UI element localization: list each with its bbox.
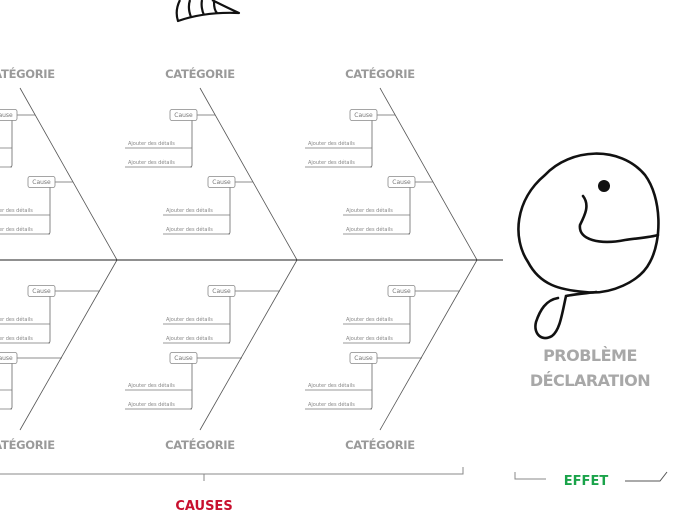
- detail-text[interactable]: Ajouter des détails: [166, 335, 213, 342]
- problem-statement-line2[interactable]: DÉCLARATION: [530, 371, 651, 390]
- category-branch-bottom-1: CATÉGORIE Cause Ajouter des détails Ajouter…: [0, 259, 118, 452]
- cause-box[interactable]: [349, 352, 378, 364]
- cause-label[interactable]: Cause: [174, 112, 193, 119]
- category-bone: [379, 87, 478, 261]
- cause-label[interactable]: Cause: [32, 288, 51, 295]
- fish-eye-icon: [598, 180, 610, 192]
- detail-text[interactable]: Ajouter des détails: [128, 140, 175, 147]
- detail-text[interactable]: Ajouter des détails: [166, 316, 213, 323]
- category-label[interactable]: CATÉGORIE: [345, 437, 415, 452]
- cause-connector: [369, 120, 373, 168]
- detail-text[interactable]: Ajouter des détails: [308, 140, 355, 147]
- detail-text[interactable]: Ajouter des détails: [128, 382, 175, 389]
- detail-text[interactable]: Ajouter des détails: [0, 316, 33, 323]
- category-bone: [19, 259, 118, 431]
- cause-label[interactable]: Cause: [0, 112, 13, 119]
- cause-label[interactable]: Cause: [392, 179, 411, 186]
- cause-box[interactable]: [207, 176, 236, 188]
- detail-text[interactable]: Ajouter des détails: [128, 401, 175, 408]
- category-bone: [19, 87, 118, 261]
- top-fin-icon: [175, 0, 241, 23]
- cause-box[interactable]: [27, 176, 56, 188]
- cause-box[interactable]: [27, 285, 56, 297]
- cause-connector: [189, 120, 193, 168]
- category-label[interactable]: CATÉGORIE: [0, 66, 56, 81]
- cause-connector: [9, 363, 13, 410]
- detail-text[interactable]: Ajouter des détails: [0, 226, 33, 233]
- category-branch-top-2: CATÉGORIE Cause Ajouter des détails Ajouter…: [125, 66, 298, 261]
- cause-label[interactable]: Cause: [354, 355, 373, 362]
- cause-box[interactable]: [207, 285, 236, 297]
- detail-text[interactable]: Ajouter des détails: [308, 401, 355, 408]
- category-branch-top-1: CATÉGORIE Cause Ajouter des détails Ajouter…: [0, 66, 118, 261]
- cause-connector: [9, 120, 13, 168]
- detail-text[interactable]: Ajouter des détails: [346, 335, 393, 342]
- category-branch-bottom-3: CATÉGORIE Cause Ajouter des détails Ajouter…: [305, 259, 478, 452]
- cause-label[interactable]: Cause: [0, 355, 13, 362]
- effect-bracket-left: [514, 472, 546, 480]
- cause-box[interactable]: [169, 109, 198, 121]
- category-label[interactable]: CATÉGORIE: [165, 66, 235, 81]
- cause-connector: [227, 187, 231, 235]
- detail-text[interactable]: Ajouter des détails: [308, 159, 355, 166]
- fish-head-icon: [517, 152, 660, 340]
- cause-label[interactable]: Cause: [212, 179, 231, 186]
- detail-text[interactable]: Ajouter des détails: [346, 207, 393, 214]
- cause-box[interactable]: [387, 176, 416, 188]
- cause-connector: [47, 187, 51, 235]
- cause-connector: [407, 187, 411, 235]
- cause-label[interactable]: Cause: [212, 288, 231, 295]
- detail-text[interactable]: Ajouter des détails: [128, 159, 175, 166]
- cause-box[interactable]: [169, 352, 198, 364]
- cause-connector: [227, 296, 231, 344]
- cause-label[interactable]: Cause: [354, 112, 373, 119]
- cause-connector: [189, 363, 193, 410]
- cause-connector: [369, 363, 373, 410]
- cause-connector: [407, 296, 411, 344]
- cause-box[interactable]: [387, 285, 416, 297]
- detail-text[interactable]: Ajouter des détails: [0, 207, 33, 214]
- cause-connector: [47, 296, 51, 344]
- cause-box[interactable]: [349, 109, 378, 121]
- category-label[interactable]: CATÉGORIE: [0, 437, 56, 452]
- category-bone: [379, 259, 478, 431]
- problem-statement-line1[interactable]: PROBLÈME: [543, 346, 637, 365]
- effect-label[interactable]: EFFET: [564, 474, 609, 489]
- detail-text[interactable]: Ajouter des détails: [308, 382, 355, 389]
- category-branch-bottom-2: CATÉGORIE Cause Ajouter des détails Ajouter…: [125, 259, 298, 452]
- category-branch-top-3: CATÉGORIE Cause Ajouter des détails Ajouter…: [305, 66, 478, 261]
- cause-box[interactable]: [0, 352, 18, 364]
- category-label[interactable]: CATÉGORIE: [165, 437, 235, 452]
- causes-bracket: [0, 467, 464, 481]
- causes-label[interactable]: CAUSES: [175, 499, 232, 514]
- category-label[interactable]: CATÉGORIE: [345, 66, 415, 81]
- detail-text[interactable]: Ajouter des détails: [166, 226, 213, 233]
- detail-text[interactable]: Ajouter des détails: [0, 335, 33, 342]
- cause-box[interactable]: [0, 109, 18, 121]
- cause-label[interactable]: Cause: [392, 288, 411, 295]
- detail-text[interactable]: Ajouter des détails: [166, 207, 213, 214]
- cause-label[interactable]: Cause: [32, 179, 51, 186]
- effect-bracket-right: [625, 471, 668, 482]
- detail-text[interactable]: Ajouter des détails: [346, 316, 393, 323]
- cause-label[interactable]: Cause: [174, 355, 193, 362]
- category-bone: [199, 87, 298, 261]
- category-bone: [199, 259, 298, 431]
- detail-text[interactable]: Ajouter des détails: [346, 226, 393, 233]
